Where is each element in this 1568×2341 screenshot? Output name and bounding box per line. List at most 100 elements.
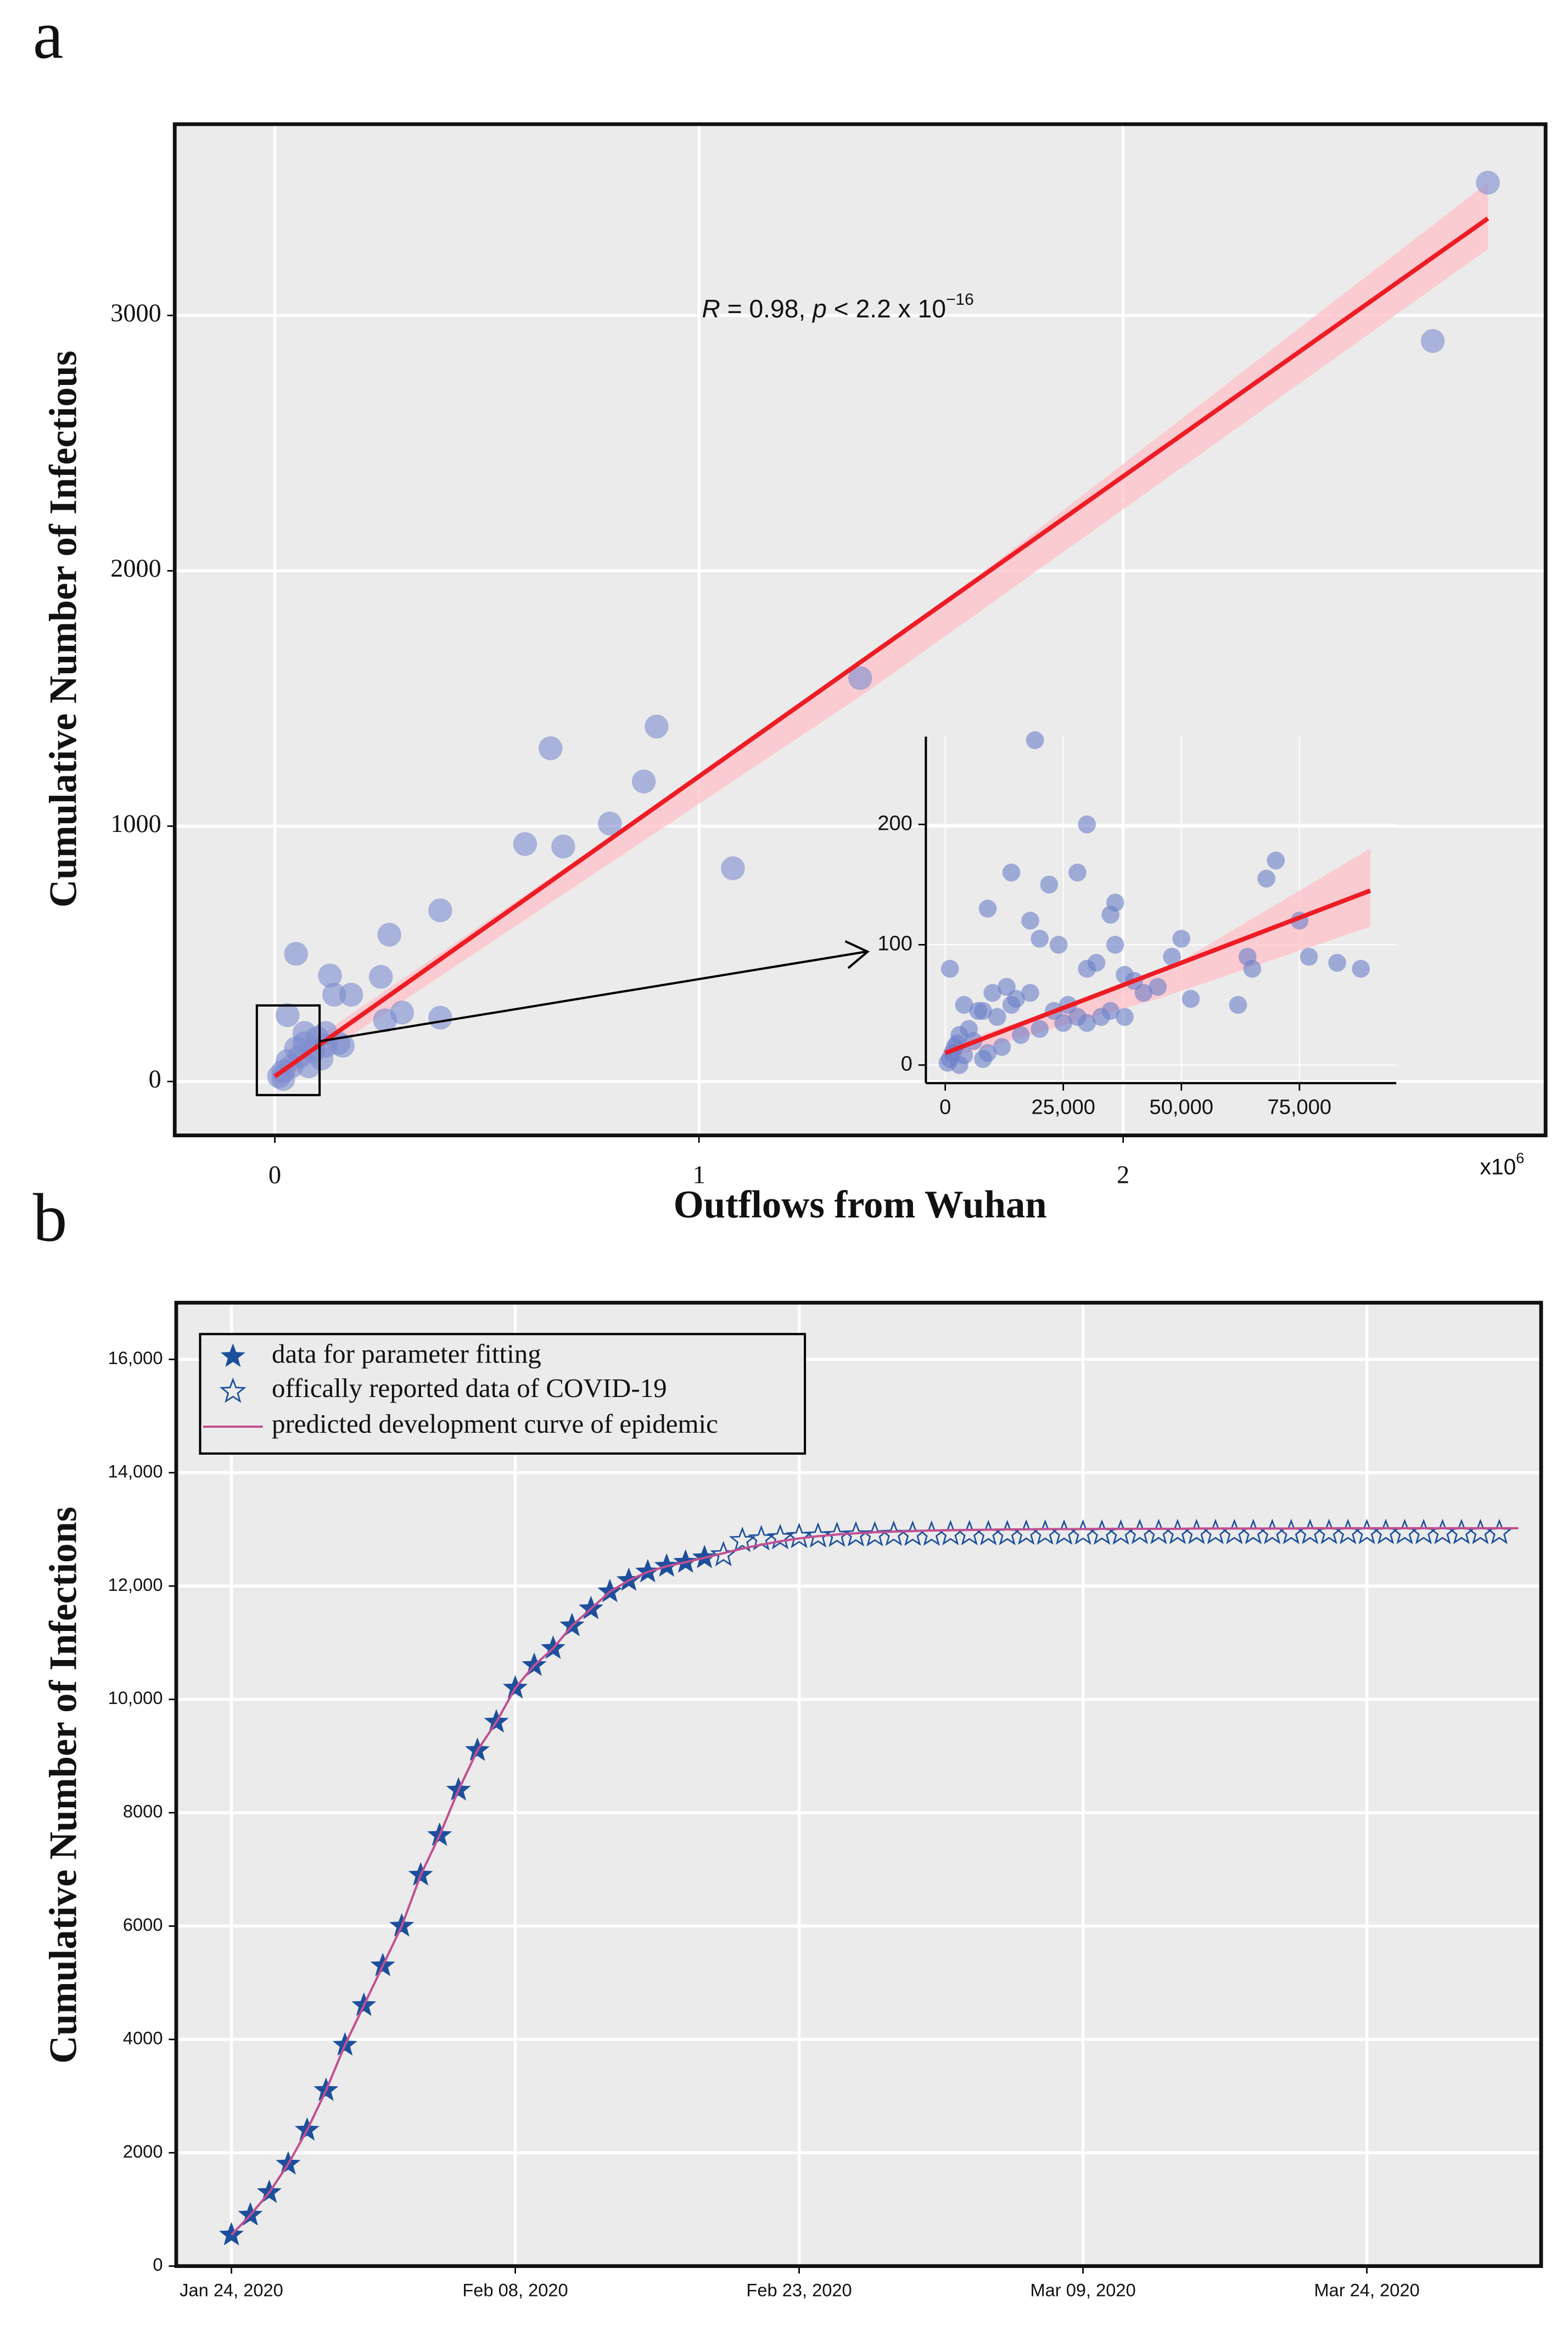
y-tick-label: 12,000 [108, 1574, 163, 1595]
point [1021, 912, 1039, 930]
zoom-box [255, 1004, 321, 1097]
point [1011, 1026, 1030, 1044]
point [339, 982, 363, 1007]
point [1068, 1008, 1087, 1026]
point [1163, 947, 1181, 966]
y-tick-label: 100 [877, 932, 912, 955]
point [275, 1003, 300, 1027]
point [1078, 815, 1096, 834]
y-tick-label: 3000 [110, 299, 161, 327]
annotation-part: R [702, 294, 720, 323]
point [284, 942, 308, 966]
point [1300, 947, 1318, 966]
legend-label: offically reported data of COVID-19 [272, 1373, 667, 1403]
y-tick-label: 10,000 [108, 1688, 163, 1708]
point [1101, 906, 1120, 924]
point [318, 963, 342, 988]
point [1002, 863, 1021, 882]
legend-marker [219, 1377, 247, 1403]
legend-label: data for parameter fitting [272, 1338, 541, 1368]
y-tick-label: 14,000 [108, 1461, 163, 1481]
panel-label: a [33, 0, 64, 73]
point [1040, 875, 1059, 894]
point [1092, 1008, 1110, 1026]
legend-box [199, 1333, 807, 1455]
x-tick-label: Mar 09, 2020 [1030, 2279, 1135, 2300]
y-tick-label: 6000 [123, 1914, 163, 1935]
point [1243, 959, 1262, 978]
point [1420, 329, 1445, 353]
point [1134, 984, 1153, 1002]
point [631, 769, 656, 794]
plot-frame [174, 1300, 1543, 2269]
y-tick-label: 8000 [123, 1801, 163, 1822]
x-multiplier: x106 [1480, 1149, 1525, 1179]
point [598, 812, 622, 836]
point [988, 1008, 1006, 1026]
y-axis-title: Cumulative Number of Infectious [42, 350, 85, 907]
x-tick-label: 1 [693, 1161, 705, 1189]
point [428, 898, 452, 923]
point [998, 977, 1016, 996]
curve [231, 1527, 1519, 2236]
point [322, 982, 346, 1007]
point [1078, 959, 1096, 978]
x-tick-label: 0 [939, 1096, 951, 1119]
plot-frame [172, 122, 1548, 1137]
plot-background [176, 1303, 1542, 2266]
x-tick-label: 25,000 [1031, 1096, 1095, 1119]
regression-line [944, 888, 1371, 1055]
annotation-part: = 0.98, [720, 294, 813, 323]
point [1352, 959, 1370, 978]
x-tick-label: Mar 24, 2020 [1314, 2279, 1420, 2300]
regression-line [273, 216, 1489, 1079]
point [1026, 731, 1044, 750]
annotation-part: −16 [946, 290, 974, 309]
plot-background [175, 124, 1546, 1136]
legend-marker [220, 1343, 245, 1367]
x-axis-title: Outflows from Wuhan [674, 1183, 1047, 1226]
point [428, 1005, 452, 1030]
point [513, 832, 537, 856]
x-tick-label: Jan 24, 2020 [180, 2279, 283, 2300]
point [1031, 1020, 1049, 1038]
point [978, 899, 997, 918]
annotation-part: < 2.2 x 10 [827, 294, 946, 323]
point [1328, 953, 1346, 972]
y-tick-label: 1000 [110, 810, 161, 838]
y-tick-label: 2000 [110, 555, 161, 583]
panel-label: b [33, 1180, 68, 1256]
point [1021, 984, 1039, 1002]
point [377, 923, 401, 947]
annotation-part: p [811, 294, 827, 323]
point [1476, 170, 1500, 195]
point [373, 1008, 397, 1032]
point [551, 834, 575, 859]
point [993, 1038, 1011, 1056]
point [1257, 869, 1275, 888]
x-tick-label: 2 [1117, 1161, 1129, 1189]
arrow-head [844, 940, 870, 969]
point [940, 959, 959, 978]
point [1002, 996, 1021, 1014]
point [368, 965, 393, 989]
x-tick-label: Feb 08, 2020 [462, 2279, 568, 2300]
point [1031, 930, 1049, 948]
point [538, 736, 563, 761]
legend-label: predicted development curve of epidemic [272, 1409, 718, 1439]
point [1229, 996, 1247, 1014]
x-tick-label: Feb 23, 2020 [746, 2279, 852, 2300]
multiplier-base: x10 [1480, 1154, 1516, 1179]
point [645, 714, 669, 739]
x-tick-label: 75,000 [1268, 1096, 1331, 1119]
point [1116, 1008, 1134, 1026]
annotation: R = 0.98, p < 2.2 x 10−16 [702, 290, 973, 323]
point [1267, 851, 1285, 870]
point [974, 1050, 992, 1068]
y-tick-label: 4000 [123, 2027, 163, 2048]
point [1106, 936, 1124, 954]
zoom-arrow [319, 951, 866, 1043]
point [1054, 1014, 1073, 1032]
